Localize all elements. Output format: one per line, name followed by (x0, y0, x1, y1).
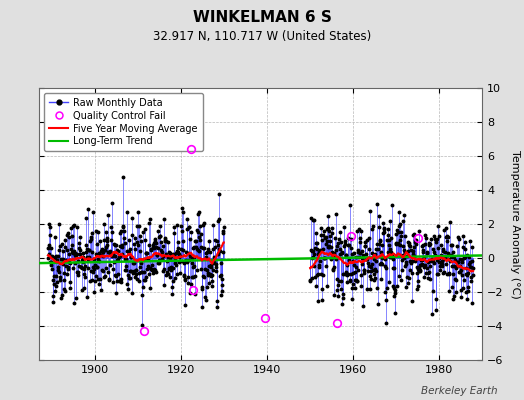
Text: 32.917 N, 110.717 W (United States): 32.917 N, 110.717 W (United States) (153, 30, 371, 43)
Y-axis label: Temperature Anomaly (°C): Temperature Anomaly (°C) (510, 150, 520, 298)
Text: Berkeley Earth: Berkeley Earth (421, 386, 498, 396)
Text: WINKELMAN 6 S: WINKELMAN 6 S (192, 10, 332, 25)
Legend: Raw Monthly Data, Quality Control Fail, Five Year Moving Average, Long-Term Tren: Raw Monthly Data, Quality Control Fail, … (44, 93, 203, 151)
